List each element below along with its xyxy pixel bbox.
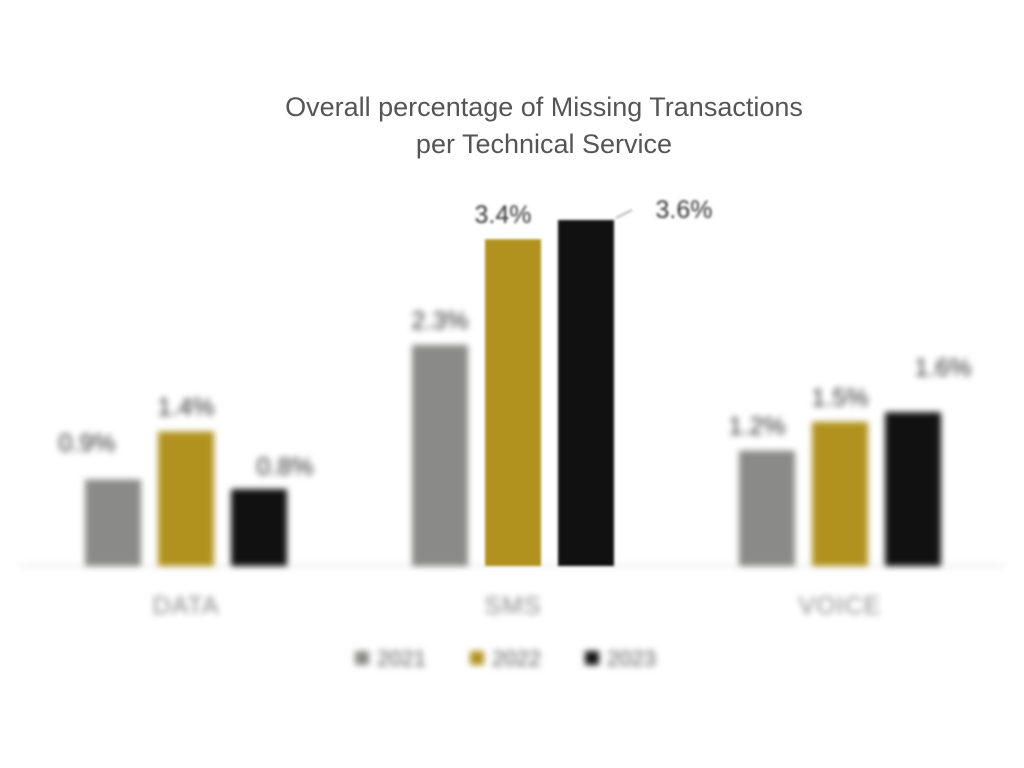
legend-label-2023: 2023: [607, 646, 656, 671]
chart-title-line-2: per Technical Service: [416, 129, 672, 159]
legend-swatch-2023: [585, 651, 599, 665]
bar-sms-2021: [412, 344, 468, 566]
category-label-sms: SMS: [484, 592, 541, 620]
bar-data-2022: [158, 431, 214, 566]
data-label-data-2022: 1.4%: [158, 393, 215, 421]
data-label-data-2023: 0.8%: [257, 453, 314, 481]
bar-voice-2023: [885, 412, 941, 566]
category-label-data: DATA: [153, 592, 220, 620]
plot-area: 0.9% 1.4% 0.8% 2.3% 1.2% 1.5% 1.6% DATA SMS VOIC…: [20, 307, 1004, 671]
bars-group-blurred: [85, 344, 941, 566]
bar-data-2023: [231, 489, 287, 566]
data-label-sms-2023: 3.6%: [656, 196, 713, 224]
data-labels-blurred: 0.9% 1.4% 0.8% 2.3% 1.2% 1.5% 1.6%: [59, 307, 972, 481]
bar-data-2021: [85, 479, 141, 566]
data-label-voice-2021: 1.2%: [729, 413, 786, 441]
chart-title: Overall percentage of Missing Transactio…: [285, 92, 803, 159]
legend-swatch-2021: [355, 651, 369, 665]
data-label-voice-2023: 1.6%: [915, 354, 972, 382]
chart-title-line-1: Overall percentage of Missing Transactio…: [285, 92, 803, 122]
legend-label-2022: 2022: [492, 646, 541, 671]
data-label-data-2021: 0.9%: [59, 430, 116, 458]
bar-sms-2023: [558, 220, 614, 566]
data-label-sms-2021: 2.3%: [412, 307, 469, 335]
data-labels-sharp: 3.4% 3.6%: [475, 196, 713, 229]
category-labels: DATA SMS VOICE: [153, 592, 882, 620]
legend-swatch-2022: [470, 651, 484, 665]
bar-voice-2022: [812, 421, 868, 566]
bar-sms-2022: [485, 239, 541, 566]
data-label-sms-2022: 3.4%: [475, 201, 532, 229]
category-label-voice: VOICE: [799, 592, 882, 620]
plot-area-sharp: 3.4% 3.6%: [475, 196, 713, 566]
legend-label-2021: 2021: [377, 646, 426, 671]
bar-voice-2021: [739, 450, 795, 566]
legend: 2021 2022 2023: [355, 646, 656, 671]
data-label-voice-2022: 1.5%: [812, 384, 869, 412]
leader-line-sms-2023: [615, 209, 633, 219]
bars-group-sharp: [485, 220, 614, 566]
